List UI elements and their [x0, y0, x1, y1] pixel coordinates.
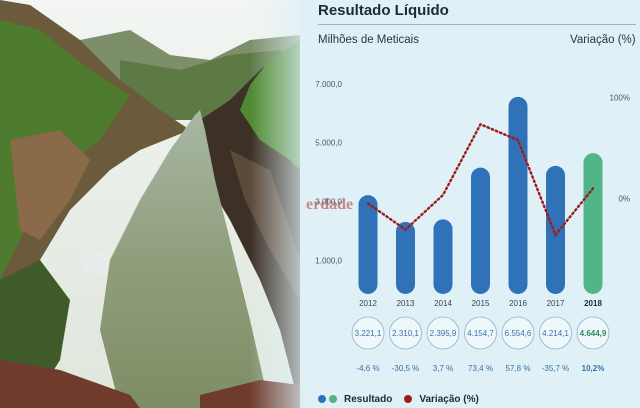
bar-value-label: 4.214,1 — [542, 329, 569, 338]
bar-2012 — [358, 195, 378, 294]
bar-value-label: 3.221,1 — [355, 329, 382, 338]
x-tick-label: 2013 — [397, 299, 415, 308]
y-tick-label: 3.000,0 — [315, 198, 342, 207]
bar-2015 — [471, 167, 490, 294]
variation-line — [366, 122, 595, 238]
value-badge — [576, 316, 610, 350]
net-result-infographic: Resultado Líquido Milhões de Meticais Va… — [300, 0, 640, 408]
x-tick-label: 2017 — [547, 299, 565, 308]
legend-green-dot — [329, 395, 337, 403]
x-tick-label: 2015 — [472, 299, 490, 308]
value-badge — [351, 316, 385, 350]
bar-value-label: 4.154,7 — [467, 329, 494, 338]
x-tick-label: 2012 — [359, 299, 377, 308]
bar-2013 — [396, 221, 415, 294]
legend-red-dot — [404, 395, 413, 403]
bar-2018 — [583, 153, 603, 294]
value-badge — [501, 316, 535, 350]
x-tick-label: 2018 — [584, 299, 602, 308]
value-badge — [539, 316, 572, 350]
bar-line-chart: 1.000,0 3.000,0 5.000,0 7.000,0 100% 0% 2012 20… — [315, 80, 630, 373]
variation-value-label: -4,6 % — [356, 364, 379, 373]
variation-value-label: -35,7 % — [542, 364, 570, 373]
title-divider — [318, 24, 636, 25]
bar-value-label: 2.310,1 — [392, 329, 419, 338]
y-tick-label: 5.000,0 — [315, 139, 342, 148]
legend-resultado: Resultado — [318, 394, 392, 405]
bar-2016 — [508, 96, 528, 294]
x-tick-label: 2014 — [434, 299, 452, 308]
variation-value-label: 10,2% — [582, 364, 605, 373]
x-tick-label: 2016 — [509, 299, 527, 308]
value-badge — [389, 316, 422, 350]
chart-legend: Resultado Variação (%) — [318, 392, 491, 406]
bar-2017 — [546, 165, 565, 294]
y2-tick-label: 0% — [618, 195, 630, 204]
bar-value-label: 6.554,6 — [505, 329, 532, 338]
value-badge — [464, 316, 497, 350]
left-axis-title: Milhões de Meticais — [318, 34, 419, 46]
y-tick-label: 7.000,0 — [315, 80, 342, 89]
variation-value-label: 73,4 % — [468, 364, 493, 373]
right-axis-title: Variação (%) — [570, 34, 636, 46]
variation-value-label: -30,5 % — [392, 364, 420, 373]
variation-value-label: 3,7 % — [433, 364, 453, 373]
y2-tick-label: 100% — [610, 93, 630, 102]
y-tick-label: 1.000,0 — [315, 257, 342, 266]
bar-value-label: 2.395,9 — [430, 329, 457, 338]
value-badge — [426, 316, 460, 350]
legend-variacao: Variação (%) — [404, 393, 479, 405]
variation-value-label: 57,8 % — [506, 364, 531, 373]
legend-label-resultado: Resultado — [344, 393, 393, 405]
bar-value-label: 4.644,9 — [580, 329, 607, 338]
legend-label-variacao: Variação (%) — [419, 393, 479, 405]
legend-blue-dot — [318, 395, 326, 403]
chart-title: Resultado Líquido — [318, 2, 449, 19]
bar-2014 — [433, 219, 453, 294]
watermark-logo: erdade — [306, 196, 354, 213]
panel-background — [300, 0, 640, 408]
